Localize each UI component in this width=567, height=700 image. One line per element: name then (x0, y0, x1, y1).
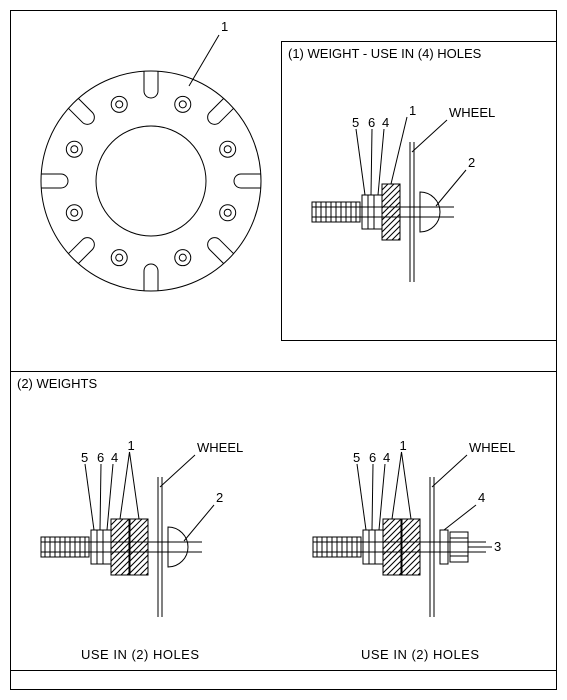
wheel-label: WHEEL (449, 105, 495, 120)
assembly-single-weight: 2 WHEEL 564 1 (282, 62, 558, 342)
svg-text:5: 5 (352, 115, 359, 130)
wheel-label: WHEEL (469, 440, 515, 455)
diagram-frame: 1 (1) WEIGHT - USE IN (4) HOLES 2WHEEL56… (10, 10, 557, 690)
svg-text:4: 4 (111, 450, 118, 465)
caption-left: USE IN (2) HOLES (81, 647, 200, 662)
caption-right: USE IN (2) HOLES (361, 647, 480, 662)
svg-text:6: 6 (368, 115, 375, 130)
assembly-two-weights-nut: 43WHEEL5641 (283, 397, 558, 642)
svg-text:4: 4 (383, 450, 390, 465)
svg-text:2: 2 (216, 490, 223, 505)
svg-text:5: 5 (81, 450, 88, 465)
assembly-two-weights-dome: 2 WHEEL 5641 (11, 397, 281, 642)
svg-text:2: 2 (468, 155, 475, 170)
panel-single-weight: (1) WEIGHT - USE IN (4) HOLES 2 WHEEL 564 1 (281, 41, 557, 341)
panel-two-weights-title: (2) WEIGHTS (17, 376, 97, 391)
svg-text:6: 6 (369, 450, 376, 465)
svg-text:5: 5 (353, 450, 360, 465)
wheel-label: WHEEL (197, 440, 243, 455)
panel-single-weight-title: (1) WEIGHT - USE IN (4) HOLES (288, 46, 481, 61)
wheel-ring-front-view: 1 (11, 11, 281, 341)
svg-text:6: 6 (97, 450, 104, 465)
svg-text:3: 3 (494, 539, 501, 554)
svg-text:4: 4 (478, 490, 485, 505)
svg-text:1: 1 (400, 438, 407, 453)
svg-text:1: 1 (128, 438, 135, 453)
panel-two-weights: (2) WEIGHTS 2WHEEL5641 43WHEEL5641 USE I… (10, 371, 557, 671)
svg-text:1: 1 (221, 19, 228, 34)
svg-text:1: 1 (409, 103, 416, 118)
svg-text:4: 4 (382, 115, 389, 130)
